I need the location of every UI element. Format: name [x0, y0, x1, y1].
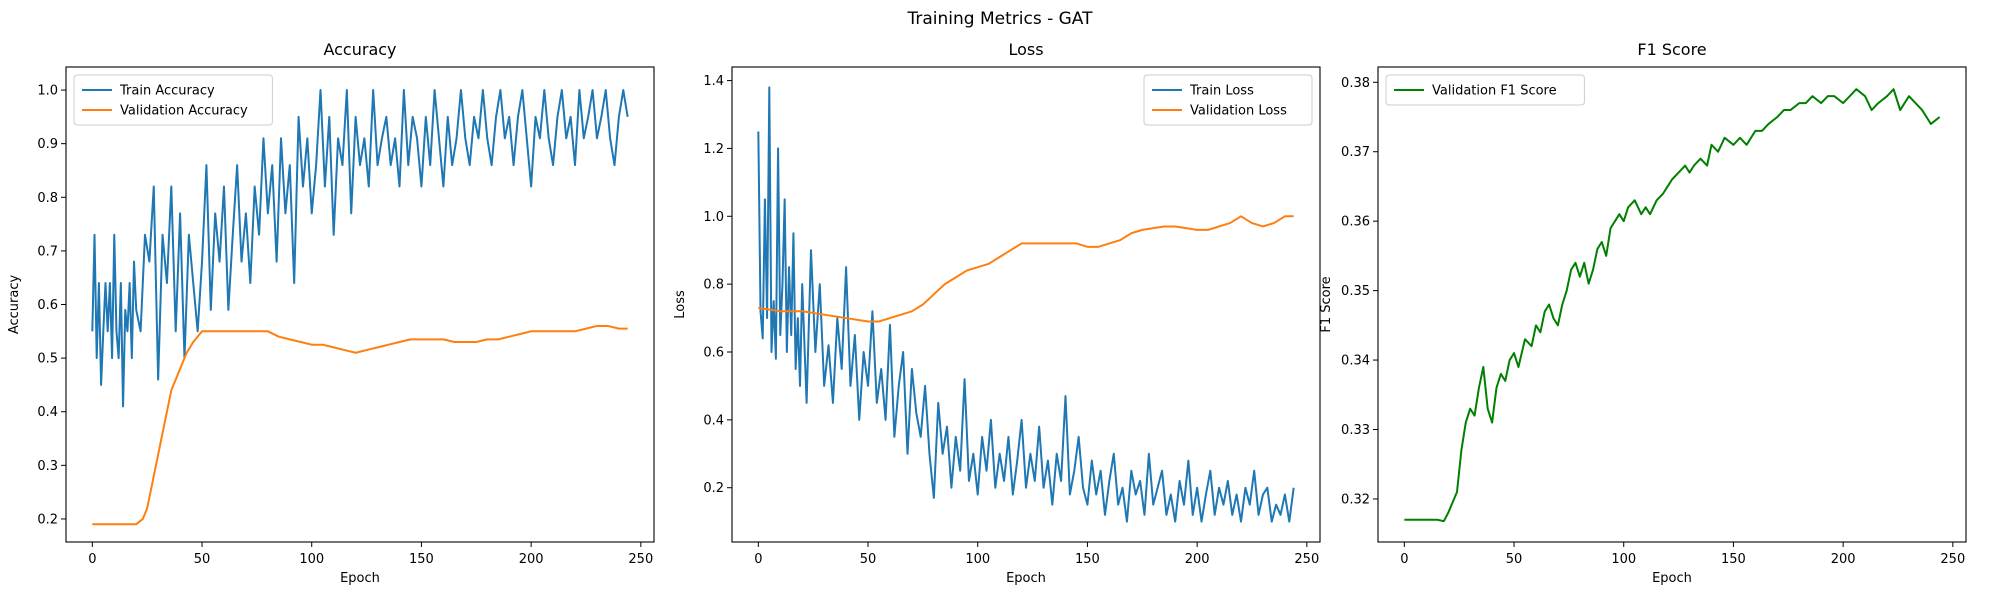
- x-tick-label: 150: [409, 552, 434, 567]
- x-tick-label: 250: [628, 552, 653, 567]
- y-axis-label: Loss: [673, 290, 688, 319]
- y-tick-label: 0.37: [1341, 145, 1370, 160]
- y-tick-label: 0.4: [703, 413, 724, 428]
- chart-title: Accuracy: [323, 40, 396, 59]
- y-tick-label: 0.2: [703, 481, 724, 496]
- x-axis-label: Epoch: [1652, 571, 1692, 586]
- y-tick-label: 0.4: [37, 405, 58, 420]
- y-tick-label: 0.2: [37, 512, 58, 527]
- series-line-train-loss: [757, 86, 1295, 523]
- y-tick-label: 0.6: [703, 346, 724, 361]
- y-tick-label: 0.3: [37, 459, 58, 474]
- y-tick-label: 1.4: [703, 74, 724, 89]
- y-tick-label: 0.34: [1341, 354, 1370, 369]
- series-line-validation-accuracy: [92, 324, 628, 526]
- chart-title: F1 Score: [1637, 40, 1706, 59]
- x-tick-label: 0: [88, 552, 96, 567]
- x-tick-label: 250: [1294, 552, 1319, 567]
- legend: Train Loss Validation Loss: [1143, 74, 1313, 126]
- x-tick-label: 100: [299, 552, 324, 567]
- legend-box: [1143, 74, 1313, 126]
- y-tick-label: 0.8: [37, 191, 58, 206]
- legend: Validation F1 Score: [1385, 74, 1585, 106]
- x-tick-label: 200: [519, 552, 544, 567]
- x-tick-label: 200: [1831, 552, 1856, 567]
- x-tick-label: 0: [754, 552, 762, 567]
- y-tick-label: 1.0: [37, 84, 58, 99]
- x-tick-label: 0: [1400, 552, 1408, 567]
- y-tick-label: 0.9: [37, 137, 58, 152]
- y-tick-label: 0.38: [1341, 76, 1370, 91]
- y-tick-label: 0.7: [37, 244, 58, 259]
- y-axis-label: F1 Score: [1319, 276, 1334, 332]
- legend-box: [1385, 74, 1585, 106]
- x-axis-label: Epoch: [340, 571, 380, 586]
- figure-title: Training Metrics - GAT: [907, 9, 1093, 29]
- legend-entry-train-accuracy: Train Accuracy: [119, 84, 215, 99]
- y-tick-label: 0.35: [1341, 284, 1370, 299]
- chart-panel-f1-score: 0 50 100 150 200 250 0.32 0.33 0.34 0.35 0.36 0.37 0…: [1319, 40, 1967, 586]
- chart-panel-accuracy: 0 50 100 150 200 250 0.2 0.3 0.4 0.5 0.6 0.7 0.8 0.9 1…: [7, 40, 655, 586]
- x-tick-label: 50: [194, 552, 211, 567]
- y-tick-label: 0.5: [37, 352, 58, 367]
- x-tick-label: 50: [1506, 552, 1523, 567]
- y-axis-label: Accuracy: [7, 275, 22, 335]
- x-axis-label: Epoch: [1006, 571, 1046, 586]
- legend-box: [73, 74, 273, 126]
- x-tick-label: 250: [1940, 552, 1965, 567]
- x-tick-label: 200: [1185, 552, 1210, 567]
- x-tick-label: 50: [860, 552, 877, 567]
- y-tick-label: 1.0: [703, 210, 724, 225]
- x-tick-label: 150: [1075, 552, 1100, 567]
- legend-entry-validation-accuracy: Validation Accuracy: [120, 104, 248, 119]
- y-tick-label: 0.8: [703, 278, 724, 293]
- legend-entry-train-loss: Train Loss: [1189, 84, 1254, 99]
- legend-entry-validation-f1-score: Validation F1 Score: [1432, 84, 1557, 99]
- x-tick-label: 150: [1721, 552, 1746, 567]
- series-line-train-accuracy: [91, 89, 629, 408]
- y-tick-label: 1.2: [703, 142, 724, 157]
- axes-frame: [1377, 66, 1967, 543]
- legend-entry-validation-loss: Validation Loss: [1190, 104, 1287, 119]
- chart-title: Loss: [1008, 40, 1043, 59]
- x-tick-label: 100: [965, 552, 990, 567]
- y-tick-label: 0.6: [37, 298, 58, 313]
- y-tick-label: 0.32: [1341, 492, 1370, 507]
- axes-frame: [731, 66, 1321, 543]
- y-tick-label: 0.36: [1341, 215, 1370, 230]
- y-tick-label: 0.33: [1341, 423, 1370, 438]
- legend: Train Accuracy Validation Accuracy: [73, 74, 273, 126]
- series-line-validation-loss: [758, 215, 1294, 323]
- x-tick-label: 100: [1611, 552, 1636, 567]
- series-line-validation-f1-score: [1404, 88, 1941, 523]
- chart-panel-loss: 0 50 100 150 200 250 0.2 0.4 0.6 0.8 1.0 1.2 1.4 Loss…: [673, 40, 1321, 586]
